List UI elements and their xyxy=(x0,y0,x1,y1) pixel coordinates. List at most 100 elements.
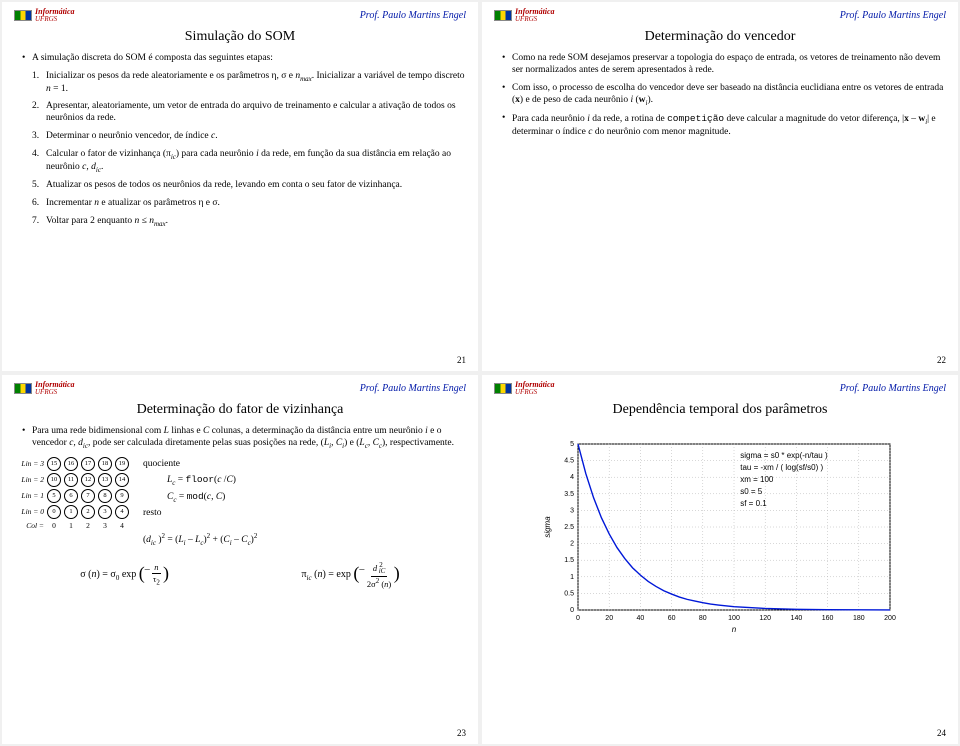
step-item: Determinar o neurônio vencedor, de índic… xyxy=(32,131,466,143)
logo-block: Informática UFRGS xyxy=(494,381,555,396)
neuron-cell: 3 xyxy=(98,505,112,519)
neuron-cell: 10 xyxy=(47,473,61,487)
bullet-item: Para cada neurônio i da rede, a rotina d… xyxy=(502,113,946,139)
svg-text:0.5: 0.5 xyxy=(564,590,574,597)
neuron-cell: 0 xyxy=(47,505,61,519)
logo-block: Informática UFRGS xyxy=(14,381,75,396)
row-label: Lin = 3 xyxy=(14,459,44,468)
neuron-cell: 4 xyxy=(115,505,129,519)
institution: Informática UFRGS xyxy=(35,8,75,23)
svg-text:140: 140 xyxy=(791,615,803,622)
flag-icon xyxy=(14,10,32,21)
neuron-cell: 6 xyxy=(64,489,78,503)
grid-row: Lin = 21011121314 xyxy=(14,473,129,487)
neuron-cell: 13 xyxy=(98,473,112,487)
bullet-item: Com isso, o processo de escolha do vence… xyxy=(502,83,946,108)
steps-list: Inicializar os pesos da rede aleatoriame… xyxy=(14,71,466,229)
svg-text:4.5: 4.5 xyxy=(564,458,574,465)
svg-text:4: 4 xyxy=(570,474,574,481)
flag-icon xyxy=(494,10,512,21)
sigma-chart: 02040608010012014016018020000.511.522.53… xyxy=(540,436,900,636)
page-number: 21 xyxy=(457,355,466,365)
svg-text:20: 20 xyxy=(605,615,613,622)
chart-wrapper: 02040608010012014016018020000.511.522.53… xyxy=(494,436,946,636)
col-num: 0 xyxy=(47,521,61,530)
para-text: Para uma rede bidimensional com L linhas… xyxy=(22,426,466,451)
row-label: Lin = 0 xyxy=(14,507,44,516)
slide-header: Informática UFRGS Prof. Paulo Martins En… xyxy=(14,8,466,23)
col-num: 4 xyxy=(115,521,129,530)
neuron-cell: 17 xyxy=(81,457,95,471)
pi-formula: πic (n) = exp (– d 2iC2σ2 (n) ) xyxy=(301,561,399,588)
svg-text:2: 2 xyxy=(570,541,574,548)
neuron-cell: 9 xyxy=(115,489,129,503)
svg-text:5: 5 xyxy=(570,441,574,448)
svg-text:s0 = 5: s0 = 5 xyxy=(740,487,763,496)
professor-name: Prof. Paulo Martins Engel xyxy=(360,10,466,21)
svg-text:sigma = s0 * exp(-n/tau ): sigma = s0 * exp(-n/tau ) xyxy=(740,451,828,460)
grid-row: Lin = 156789 xyxy=(14,489,129,503)
neuron-cell: 19 xyxy=(115,457,129,471)
row-label: Lin = 2 xyxy=(14,475,44,484)
quotient-label: quociente xyxy=(143,457,257,472)
bottom-formulas: σ (n) = σ0 exp (– nτ2 ) πic (n) = exp (–… xyxy=(14,561,466,588)
svg-text:3.5: 3.5 xyxy=(564,491,574,498)
col-labels: Col =01234 xyxy=(47,521,129,530)
neuron-cell: 5 xyxy=(47,489,61,503)
neuron-cell: 8 xyxy=(98,489,112,503)
page-number: 23 xyxy=(457,728,466,738)
svg-text:80: 80 xyxy=(699,615,707,622)
institution: Informática UFRGS xyxy=(515,8,555,23)
eq-lc: Lc = floor(c /C) xyxy=(143,472,257,489)
professor-name: Prof. Paulo Martins Engel xyxy=(360,383,466,394)
slide-title: Determinação do fator de vizinhança xyxy=(14,402,466,418)
svg-text:120: 120 xyxy=(759,615,771,622)
inst-line2: UFRGS xyxy=(515,16,555,23)
neuron-cell: 1 xyxy=(64,505,78,519)
frac-top: d 2iC xyxy=(371,562,388,578)
row-label: Lin = 1 xyxy=(14,491,44,500)
neuron-cell: 14 xyxy=(115,473,129,487)
grid-row: Lin = 001234 xyxy=(14,505,129,519)
institution: Informática UFRGS xyxy=(35,381,75,396)
svg-text:1.5: 1.5 xyxy=(564,557,574,564)
rest-label: resto xyxy=(143,506,257,521)
svg-text:1: 1 xyxy=(570,574,574,581)
eq-dist: (dic )2 = (Li – Lc)2 + (Ci – Cc)2 xyxy=(143,531,257,549)
step-item: Calcular o fator de vizinhança (πic) par… xyxy=(32,149,466,174)
para-list: Para uma rede bidimensional com L linhas… xyxy=(14,426,466,451)
slide-header: Informática UFRGS Prof. Paulo Martins En… xyxy=(14,381,466,396)
math-block: quociente Lc = floor(c /C) Cc = mod(c, C… xyxy=(143,457,257,550)
svg-text:n: n xyxy=(732,625,737,634)
slide-22: Informática UFRGS Prof. Paulo Martins En… xyxy=(482,2,958,371)
step-item: Incrementar n e atualizar os parâmetros … xyxy=(32,198,466,210)
svg-text:180: 180 xyxy=(853,615,865,622)
frac-top: n xyxy=(152,563,160,574)
sigma-formula: σ (n) = σ0 exp (– nτ2 ) xyxy=(80,561,169,588)
svg-text:sf = 0.1: sf = 0.1 xyxy=(740,499,767,508)
step-item: Atualizar os pesos de todos os neurônios… xyxy=(32,180,466,192)
svg-text:0: 0 xyxy=(576,615,580,622)
neuron-cell: 15 xyxy=(47,457,61,471)
slide-title: Simulação do SOM xyxy=(14,29,466,45)
slide-23: Informática UFRGS Prof. Paulo Martins En… xyxy=(2,375,478,744)
inst-line2: UFRGS xyxy=(515,389,555,396)
svg-text:40: 40 xyxy=(637,615,645,622)
content-row: Lin = 31516171819Lin = 21011121314Lin = … xyxy=(14,457,466,550)
neuron-cell: 18 xyxy=(98,457,112,471)
neuron-cell: 7 xyxy=(81,489,95,503)
col-num: 1 xyxy=(64,521,78,530)
svg-text:sigma: sigma xyxy=(543,516,552,538)
bullet-list: Como na rede SOM desejamos preservar a t… xyxy=(494,53,946,139)
frac-bot: τ2 xyxy=(153,574,160,587)
svg-text:100: 100 xyxy=(728,615,740,622)
flag-icon xyxy=(14,383,32,394)
institution: Informática UFRGS xyxy=(515,381,555,396)
step-item: Voltar para 2 enquanto n ≤ nmax. xyxy=(32,216,466,229)
slide-grid: Informática UFRGS Prof. Paulo Martins En… xyxy=(0,0,960,746)
slide-header: Informática UFRGS Prof. Paulo Martins En… xyxy=(494,381,946,396)
svg-text:0: 0 xyxy=(570,607,574,614)
eq-cc: Cc = mod(c, C) xyxy=(143,489,257,506)
neuron-cell: 16 xyxy=(64,457,78,471)
col-num: 3 xyxy=(98,521,112,530)
